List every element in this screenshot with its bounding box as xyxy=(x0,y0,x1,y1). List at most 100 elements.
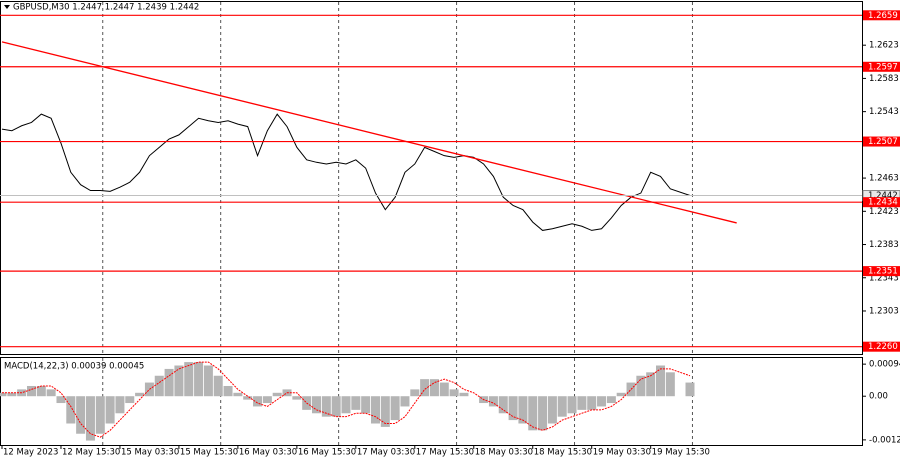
macd-bar xyxy=(449,389,459,397)
macd-bar xyxy=(243,396,253,400)
macd-bar xyxy=(528,396,538,431)
macd-bar xyxy=(665,372,675,397)
price-line xyxy=(1,113,691,231)
trendline xyxy=(1,41,737,224)
macd-bar xyxy=(233,392,243,397)
macd-bar xyxy=(115,396,125,414)
level-label: 1.2507 xyxy=(868,137,898,147)
macd-bar xyxy=(272,392,282,397)
level-label: 1.2597 xyxy=(868,62,898,72)
macd-bar xyxy=(46,389,56,397)
macd-bar xyxy=(439,382,449,397)
macd-bar xyxy=(459,392,469,397)
macd-bar xyxy=(518,396,528,424)
macd-bar xyxy=(597,396,607,407)
macd-bar xyxy=(292,396,302,400)
macd-bar xyxy=(105,396,115,424)
macd-bar xyxy=(370,396,380,424)
macd-bar xyxy=(125,396,135,404)
macd-bar xyxy=(380,396,390,427)
x-tick-label: 16 May 15:30 xyxy=(298,448,356,458)
x-tick-label: 16 May 03:30 xyxy=(239,448,297,458)
macd-bar xyxy=(56,396,66,404)
y-tick-label: 1.2583 xyxy=(869,74,899,84)
macd-bar xyxy=(636,375,646,397)
y-tick-label: -0.00128 xyxy=(869,435,900,445)
y-tick-label: 1.2623 xyxy=(869,41,899,51)
macd-bar xyxy=(253,396,263,407)
level-label: 1.2260 xyxy=(868,342,898,352)
last-price-label: 1.2442 xyxy=(868,191,898,201)
macd-bar xyxy=(390,396,400,421)
macd-bar xyxy=(400,396,410,407)
level-box xyxy=(863,61,900,72)
x-tick-label: 15 May 15:30 xyxy=(180,448,238,458)
level-label: 1.2434 xyxy=(868,198,898,208)
chart-title: GBPUSD,M30 1.2447 1.2447 1.2439 1.2442 xyxy=(13,3,199,13)
macd-bar xyxy=(557,396,567,417)
macd-title: MACD(14,22,3) 0.00039 0.00045 xyxy=(4,362,144,372)
macd-bar xyxy=(341,396,351,414)
macd-bar xyxy=(154,375,164,397)
macd-bar xyxy=(321,396,331,417)
macd-bar xyxy=(95,396,105,434)
macd-bar xyxy=(76,396,86,434)
macd-bar xyxy=(646,372,656,397)
macd-bar xyxy=(508,396,518,421)
menu-arrow[interactable] xyxy=(4,5,10,9)
x-tick-label: 17 May 15:30 xyxy=(416,448,474,458)
macd-bar xyxy=(420,379,430,397)
x-tick-label: 12 May 2023 xyxy=(3,448,58,458)
macd-bar xyxy=(429,379,439,397)
level-box xyxy=(863,197,900,208)
macd-bar xyxy=(616,392,626,397)
macd-bar xyxy=(184,362,194,397)
level-box xyxy=(863,136,900,147)
macd-bar xyxy=(587,396,597,410)
macd-bar xyxy=(0,392,7,397)
macd-bar xyxy=(410,389,420,397)
x-tick-label: 17 May 03:30 xyxy=(357,448,415,458)
macd-bar xyxy=(498,396,508,414)
x-tick-label: 18 May 15:30 xyxy=(534,448,592,458)
macd-bar xyxy=(223,385,233,397)
macd-bar xyxy=(312,396,322,414)
macd-bar xyxy=(488,396,498,407)
y-tick-label: 1.2423 xyxy=(869,207,899,217)
x-tick-label: 18 May 03:30 xyxy=(475,448,533,458)
level-box xyxy=(863,10,900,21)
level-box xyxy=(863,341,900,352)
macd-bar xyxy=(567,396,577,414)
macd-bar xyxy=(66,396,76,424)
macd-bar xyxy=(164,368,174,397)
level-label: 1.2351 xyxy=(868,267,898,277)
macd-panel xyxy=(0,357,863,446)
macd-bar xyxy=(174,365,184,397)
y-tick-label: 1.2543 xyxy=(869,107,899,117)
y-tick-label: 1.2303 xyxy=(869,306,899,316)
macd-bar xyxy=(85,396,95,441)
macd-bar xyxy=(203,365,213,397)
x-tick-label: 19 May 03:30 xyxy=(593,448,651,458)
level-box xyxy=(863,266,900,277)
y-tick-label: 0.00 xyxy=(869,392,888,402)
macd-bar xyxy=(262,396,272,404)
macd-bar xyxy=(331,396,341,417)
x-tick-label: 19 May 15:30 xyxy=(652,448,710,458)
y-tick-label: 1.2463 xyxy=(869,174,899,184)
signal-line xyxy=(2,361,691,438)
y-tick-label: 1.2343 xyxy=(869,273,899,283)
macd-bar xyxy=(213,375,223,397)
level-label: 1.2659 xyxy=(868,11,898,21)
macd-bar xyxy=(606,396,616,404)
macd-bar xyxy=(577,396,587,410)
macd-bar xyxy=(26,385,36,397)
macd-bar xyxy=(194,362,204,397)
macd-bar xyxy=(538,396,548,431)
macd-bar xyxy=(7,392,17,397)
macd-bar xyxy=(36,385,46,397)
macd-bar xyxy=(351,396,361,410)
macd-bar xyxy=(685,382,695,397)
macd-bar xyxy=(547,396,557,424)
